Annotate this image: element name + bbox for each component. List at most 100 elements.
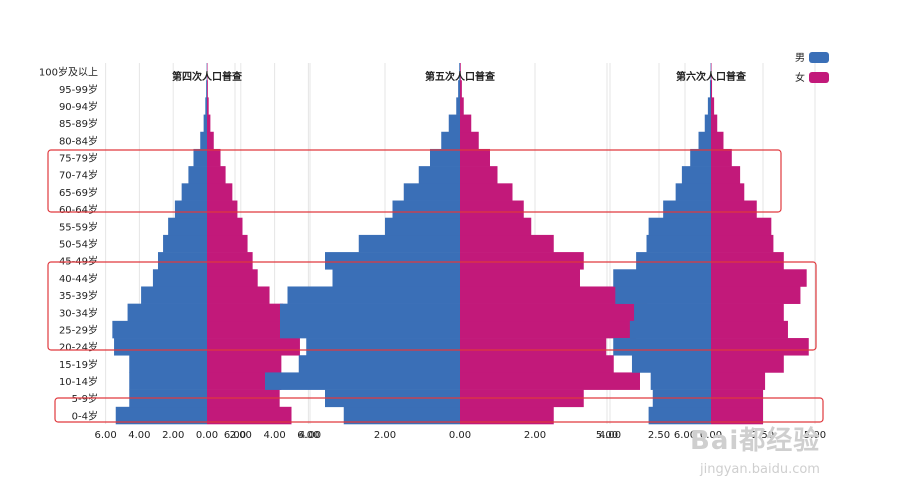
legend-label: 男	[795, 52, 805, 64]
female-bar	[207, 97, 209, 115]
female-bar	[711, 320, 788, 339]
x-tick-label: 0.00	[700, 430, 722, 441]
x-tick-label: 0.00	[196, 430, 218, 441]
female-bar	[711, 355, 784, 373]
female-bar	[460, 338, 607, 356]
y-tick-label: 75-79岁	[59, 152, 98, 165]
y-tick-label: 0-4岁	[72, 409, 98, 422]
male-bar	[709, 80, 711, 98]
female-bar	[460, 114, 472, 133]
male-bar	[613, 338, 711, 356]
y-tick-label: 5-9岁	[72, 392, 98, 405]
female-bar	[207, 372, 282, 390]
x-tick-label: 2.00	[230, 430, 252, 441]
male-bar	[441, 131, 460, 150]
female-bar	[207, 166, 226, 184]
female-bar	[711, 63, 712, 81]
x-tick-label: 2.50	[752, 430, 774, 441]
male-bar	[707, 97, 711, 115]
female-bar	[711, 303, 784, 322]
female-bar	[460, 320, 637, 339]
x-tick-label: 4.00	[599, 430, 621, 441]
female-bar	[207, 286, 270, 304]
female-bar	[460, 131, 479, 150]
y-tick-label: 20-24岁	[59, 341, 98, 354]
female-bar	[207, 114, 211, 133]
x-tick-label: 5.00	[804, 430, 826, 441]
female-bar	[460, 355, 614, 373]
male-bar	[663, 200, 711, 219]
male-bar	[157, 252, 207, 270]
female-bar	[711, 97, 715, 115]
y-tick-label: 85-89岁	[59, 117, 98, 130]
female-bar	[711, 372, 766, 390]
male-bar	[141, 286, 207, 304]
female-bar	[711, 338, 809, 356]
female-bar	[711, 286, 801, 304]
male-bar	[385, 217, 460, 236]
female-bar	[207, 234, 248, 253]
male-bar	[332, 269, 460, 287]
male-bar	[112, 320, 207, 339]
male-bar	[181, 183, 207, 201]
y-tick-label: 10-14岁	[59, 375, 98, 388]
legend-swatch	[809, 72, 829, 83]
male-bar	[325, 252, 460, 270]
male-bar	[129, 355, 207, 373]
female-bar	[460, 372, 640, 390]
male-bar	[650, 372, 711, 390]
male-bar	[710, 63, 712, 81]
male-bar	[129, 372, 207, 390]
female-bar	[711, 406, 763, 425]
x-tick-label: 6.00	[674, 430, 696, 441]
y-tick-label: 55-59岁	[59, 220, 98, 233]
y-tick-label: 100岁及以上	[39, 66, 98, 79]
female-bar	[207, 338, 300, 356]
male-bar	[456, 97, 460, 115]
male-bar	[205, 97, 207, 115]
highlight-box	[47, 261, 817, 351]
x-tick-label: 2.50	[648, 430, 670, 441]
female-bar	[207, 269, 258, 287]
legend-swatch	[809, 52, 829, 63]
female-bar	[711, 114, 718, 133]
male-bar	[174, 200, 207, 219]
male-bar	[193, 148, 207, 167]
panel-title: 第六次人口普查	[676, 70, 747, 83]
male-bar	[298, 355, 460, 373]
male-bar	[430, 148, 460, 167]
female-bar	[207, 252, 253, 270]
male-bar	[418, 166, 460, 184]
female-bar	[207, 200, 238, 219]
highlight-box	[47, 149, 782, 213]
female-bar	[460, 166, 498, 184]
panel-title: 第四次人口普查	[172, 70, 243, 83]
female-bar	[460, 303, 648, 322]
legend-label: 女	[795, 71, 805, 84]
y-tick-label: 25-29岁	[59, 323, 98, 336]
female-bar	[460, 406, 554, 425]
male-bar	[206, 80, 207, 98]
y-tick-label: 50-54岁	[59, 238, 98, 251]
female-bar	[207, 148, 221, 167]
male-bar	[265, 372, 460, 390]
male-bar	[403, 183, 460, 201]
male-bar	[306, 338, 460, 356]
male-bar	[114, 338, 207, 356]
male-bar	[448, 114, 460, 133]
male-bar	[458, 80, 460, 98]
male-bar	[168, 217, 207, 236]
female-bar	[711, 166, 741, 184]
x-tick-label: 0.00	[449, 430, 471, 441]
female-bar	[460, 183, 513, 201]
male-bar	[358, 234, 460, 253]
male-bar	[287, 286, 460, 304]
male-bar	[648, 406, 711, 425]
x-tick-label: 4.00	[128, 430, 150, 441]
male-bar	[163, 234, 207, 253]
x-tick-label: 6.00	[224, 430, 246, 441]
y-tick-label: 35-39岁	[59, 289, 98, 302]
female-bar	[460, 234, 554, 253]
female-bar	[207, 131, 214, 150]
